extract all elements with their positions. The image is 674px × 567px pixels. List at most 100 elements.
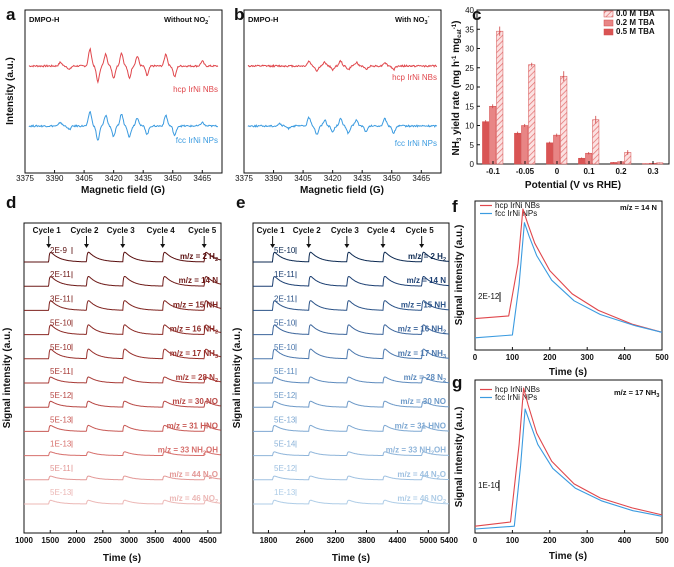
x-tick-label: 1500 <box>41 536 59 545</box>
series-line-fcc <box>474 408 663 530</box>
x-tick-label: 200 <box>543 536 557 545</box>
trace-scale-label: 5E-12 <box>50 391 72 400</box>
panel-a-title-right: Without NO2- <box>164 14 210 26</box>
trace-scale-label: 5E-13 <box>274 415 296 424</box>
x-tick-label: 3465 <box>193 174 211 183</box>
panel-a-epr-without-nitrite: DMPO-H Without NO2- hcp IrNi NBs fcc IrN… <box>5 9 223 196</box>
panel-label-b: b <box>234 5 244 24</box>
trace-scale-label: 1E-13 <box>274 488 296 497</box>
x-tick-label: 2000 <box>68 536 86 545</box>
trace-m-z-2-h <box>24 251 221 263</box>
trace-m-z-44-n <box>24 475 221 481</box>
cycle-arrowhead-2 <box>306 244 312 248</box>
trace-m-z-14-n <box>24 275 221 287</box>
panel-b-title-right: With NO3- <box>395 14 430 26</box>
x-tick-label: 3465 <box>412 174 430 183</box>
panel-a-ylabel: Intensity (a.u.) <box>5 57 16 125</box>
x-tick-label: 300 <box>581 536 595 545</box>
panel-g-xlabel: Time (s) <box>549 551 587 562</box>
panel-b-frame <box>243 9 442 174</box>
x-tick-label: 3405 <box>75 174 93 183</box>
x-tick-label: 1800 <box>260 536 278 545</box>
trace-scale-label: 2E-11 <box>274 294 295 303</box>
panel-g-frame <box>474 379 663 534</box>
cycle-label-3: Cycle 3 <box>107 226 136 235</box>
cycle-arrowhead-3 <box>344 244 350 248</box>
legend-label-2: 0.5 M TBA <box>616 27 655 36</box>
trace-scale-label: 5E-10 <box>274 343 296 352</box>
panel-g-ylabel: Signal intensity (a.u.) <box>454 407 465 508</box>
x-tick-label: 0 <box>555 167 560 176</box>
trace-m-z-33-nh <box>24 451 221 457</box>
cycle-arrowhead-3 <box>120 244 126 248</box>
panel-f-frame <box>474 200 663 351</box>
panel-d-ylabel: Signal intensity (a.u.) <box>2 328 13 429</box>
cycle-label-1: Cycle 1 <box>33 226 62 235</box>
trace-m-z-31-hno <box>24 424 221 432</box>
panel-a-xlabel: Magnetic field (G) <box>81 185 165 196</box>
x-tick-label: 3200 <box>327 536 345 545</box>
legend-swatch-2 <box>603 28 614 36</box>
x-tick-label: 2500 <box>94 536 112 545</box>
trace-label: m/z = 31 HNO <box>167 421 218 430</box>
trace-label: m/z = 33 NH2OH <box>386 446 446 457</box>
cycle-arrowhead-1 <box>270 244 276 248</box>
trace-scale-label: 5E-13 <box>50 488 72 497</box>
bar-0-2-m-tba--0.05 <box>521 125 529 165</box>
trace-scale-label: 5E-10 <box>50 319 72 328</box>
trace-m-z-28-n <box>24 376 221 384</box>
trace-scale-label: 5E-10 <box>274 319 296 328</box>
legend-label-0: 0.0 M TBA <box>616 9 655 18</box>
legend-fcc-irni-nps-b: fcc IrNi NPs <box>395 139 437 148</box>
x-tick-label: 100 <box>506 536 520 545</box>
x-tick-label: 0 <box>473 536 478 545</box>
bar-0-2-m-tba-0 <box>553 134 561 165</box>
x-tick-label: 3390 <box>265 174 283 183</box>
panel-d-frame <box>23 222 222 534</box>
cycle-label-4: Cycle 4 <box>147 226 176 235</box>
panel-b-xlabel: Magnetic field (G) <box>300 185 384 196</box>
trace-scale-label: 5E-11 <box>50 464 71 473</box>
trace-m-z-16-nh <box>253 324 449 336</box>
legend-swatch-1 <box>603 19 614 27</box>
bar-0-0-m-tba--0.05 <box>528 64 536 165</box>
trace-label: m/z = 15 NH <box>173 300 218 309</box>
trace-label: m/z = 2 H2 <box>408 252 446 263</box>
trace-scale-label: 5E-13 <box>50 415 72 424</box>
cycle-label-2: Cycle 2 <box>293 226 322 235</box>
x-tick-label: 500 <box>655 353 669 362</box>
panel-label-d: d <box>6 193 16 212</box>
y-tick-label: 20 <box>465 83 474 92</box>
panel-c-xlabel: Potential (V vs RHE) <box>525 180 621 191</box>
epr-trace-fcc <box>247 116 438 135</box>
y-tick-label: 0 <box>470 160 475 169</box>
x-tick-label: 5000 <box>419 536 437 545</box>
panel-b-epr-with-nitrate: DMPO-H With NO3- hcp IrNi NBs fcc IrNi N… <box>235 9 442 196</box>
panel-d-dems-hcp: Cycle 1 Cycle 2 Cycle 3 Cycle 4 Cycle 5 m/z … <box>2 222 222 564</box>
y-tick-label: 5 <box>470 141 475 150</box>
series-line-fcc <box>474 222 663 339</box>
trace-label: m/z = 14 N <box>179 276 219 285</box>
x-tick-label: 2600 <box>296 536 314 545</box>
x-tick-label: 3450 <box>164 174 182 183</box>
x-tick-label: 3450 <box>383 174 401 183</box>
trace-m-z-46-no <box>24 499 221 505</box>
trace-label: m/z = 14 N <box>407 276 447 285</box>
trace-m-z-33-nh <box>253 451 449 457</box>
trace-scale-label: 5E-11 <box>274 367 295 376</box>
x-tick-label: 4400 <box>389 536 407 545</box>
x-tick-label: 400 <box>618 353 632 362</box>
panel-c-ylabel: NH3 yield rate (mg h-1 mgcat-1) <box>451 21 463 156</box>
legend-label-1: fcc IrNi NPs <box>495 393 537 402</box>
x-tick-label: 400 <box>618 536 632 545</box>
legend-label-1: 0.2 M TBA <box>616 18 655 27</box>
x-tick-label: 200 <box>543 353 557 362</box>
trace-label: m/z = 33 NH2OH <box>158 446 218 457</box>
x-tick-label: 3375 <box>16 174 34 183</box>
panel-e-xlabel: Time (s) <box>332 553 370 564</box>
x-tick-label: 0.3 <box>647 167 659 176</box>
trace-label: m/z = 15 NH <box>401 300 446 309</box>
cycle-label-2: Cycle 2 <box>70 226 99 235</box>
x-tick-label: 3420 <box>105 174 123 183</box>
